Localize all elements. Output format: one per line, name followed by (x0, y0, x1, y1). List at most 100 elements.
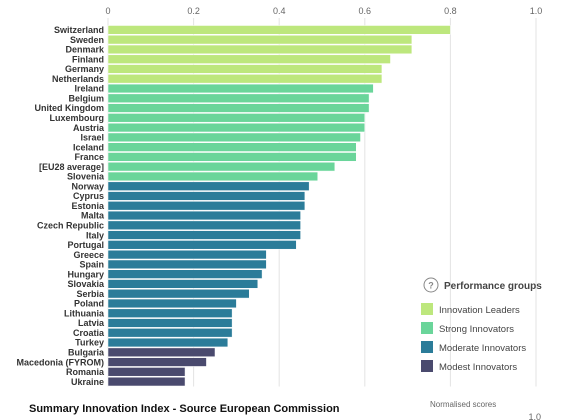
category-label: Portugal (67, 240, 104, 250)
category-label: Romania (66, 367, 105, 377)
bar[interactable] (107, 249, 267, 260)
category-label: Ireland (74, 84, 104, 94)
category-label: Luxembourg (49, 113, 104, 123)
category-label: Bulgaria (68, 347, 105, 357)
x-tick-label: 0.8 (444, 6, 457, 16)
help-icon-group[interactable]: ? (423, 277, 439, 293)
category-label: Greece (73, 250, 104, 260)
category-label: Israel (80, 133, 104, 143)
bar[interactable] (107, 210, 301, 221)
category-label: Austria (73, 123, 105, 133)
category-label: Germany (65, 64, 104, 74)
bar[interactable] (107, 367, 186, 377)
category-label: Cyprus (73, 191, 104, 201)
category-label: United Kingdom (35, 103, 105, 113)
category-labels: SwitzerlandSwedenDenmarkFinlandGermanyNe… (16, 25, 105, 387)
category-label: Latvia (78, 318, 105, 328)
legend: ? Performance groups Innovation Leaders S… (421, 277, 542, 373)
figure-caption: Summary Innovation Index - Source Europe… (29, 403, 340, 415)
category-label: Italy (86, 230, 104, 240)
bar[interactable] (107, 240, 297, 250)
bar[interactable] (107, 113, 366, 123)
bar[interactable] (107, 269, 263, 279)
bar[interactable] (107, 162, 336, 172)
bar[interactable] (107, 298, 237, 309)
category-label: Denmark (65, 45, 105, 55)
bar[interactable] (107, 201, 306, 211)
legend-swatch (421, 341, 433, 353)
bar[interactable] (107, 54, 391, 64)
category-label: Serbia (76, 289, 105, 299)
x-tick-label: 0.6 (359, 6, 372, 16)
legend-entries: Innovation Leaders Strong Innovators Moder… (421, 303, 526, 373)
bar[interactable] (107, 259, 267, 270)
category-label: Netherlands (52, 74, 104, 84)
category-label: France (74, 152, 104, 162)
x-axis-label: Normalised scores (430, 400, 496, 409)
x-tick-label: 0 (105, 6, 110, 16)
category-label: Finland (72, 54, 104, 64)
x-axis-top-ticks: 0 0.2 0.4 0.6 0.8 1.0 (105, 6, 542, 16)
category-label: Ukraine (71, 377, 104, 387)
x-tick-label: 0.2 (187, 6, 200, 16)
category-label: Spain (79, 260, 104, 270)
x-axis-bottom-tick-label: 1.0 (528, 412, 541, 420)
category-label: Sweden (70, 35, 104, 45)
bar[interactable] (107, 376, 186, 387)
x-tick-label: 0.4 (273, 6, 286, 16)
bar[interactable] (107, 328, 233, 338)
bar[interactable] (107, 337, 229, 348)
legend-label: Modest Innovators (439, 362, 517, 373)
category-label: Estonia (71, 201, 105, 211)
category-label: [EU28 average] (39, 162, 104, 172)
category-label: Macedonia (FYROM) (16, 357, 104, 367)
category-label: Poland (74, 299, 104, 309)
legend-title: Performance groups (444, 281, 542, 292)
category-label: Croatia (73, 328, 105, 338)
bar[interactable] (107, 279, 259, 289)
bar[interactable] (107, 318, 233, 328)
bar[interactable] (107, 171, 318, 182)
bar[interactable] (107, 181, 310, 191)
legend-label: Strong Innovators (439, 324, 514, 335)
bar[interactable] (107, 220, 301, 230)
category-label: Turkey (75, 338, 104, 348)
category-label: Norway (71, 181, 104, 191)
bar[interactable] (107, 83, 374, 94)
bars (107, 25, 451, 387)
bar[interactable] (107, 230, 301, 240)
bar[interactable] (107, 308, 233, 318)
bar[interactable] (107, 25, 451, 35)
category-label: Malta (81, 211, 105, 221)
question-mark-glyph: ? (428, 281, 434, 291)
category-label: Slovenia (67, 172, 105, 182)
bar[interactable] (107, 122, 366, 133)
legend-swatch (421, 360, 433, 372)
bar[interactable] (107, 347, 216, 357)
legend-swatch (421, 303, 433, 315)
bar[interactable] (107, 35, 413, 45)
category-label: Czech Republic (37, 220, 104, 230)
bar[interactable] (107, 289, 250, 299)
category-label: Iceland (73, 142, 104, 152)
question-circle-icon[interactable] (423, 277, 439, 293)
legend-label: Moderate Innovators (439, 343, 526, 354)
x-tick-label: 1.0 (530, 6, 543, 16)
category-label: Slovakia (67, 279, 105, 289)
bar[interactable] (107, 191, 306, 201)
bar[interactable] (107, 132, 361, 142)
legend-label: Innovation Leaders (439, 305, 520, 316)
legend-swatch (421, 322, 433, 334)
bar[interactable] (107, 357, 207, 367)
bar[interactable] (107, 152, 357, 162)
category-label: Lithuania (64, 308, 105, 318)
category-label: Hungary (67, 269, 104, 279)
bar[interactable] (107, 93, 370, 103)
bar[interactable] (107, 142, 357, 152)
bar[interactable] (107, 44, 413, 55)
bar[interactable] (107, 64, 383, 74)
bar[interactable] (107, 74, 383, 84)
bar[interactable] (107, 103, 370, 113)
